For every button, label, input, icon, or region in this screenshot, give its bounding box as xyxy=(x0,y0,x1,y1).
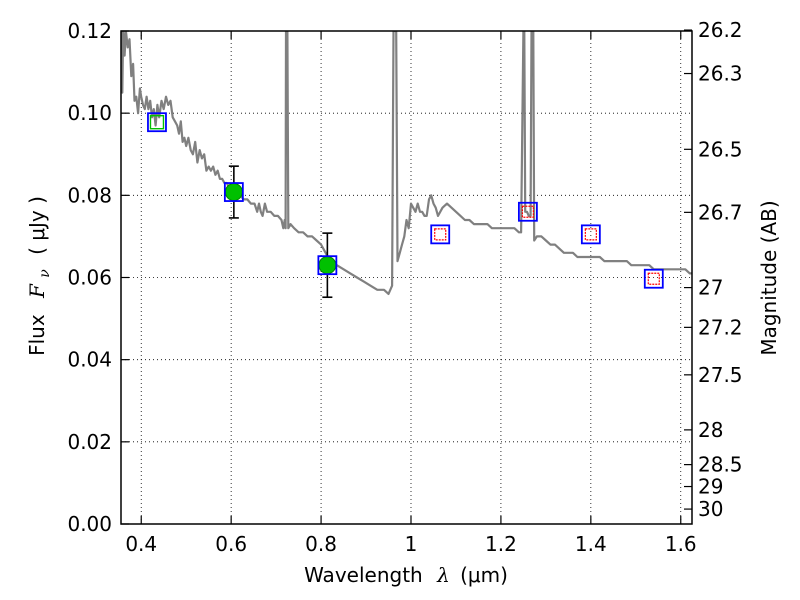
model-inner-square xyxy=(434,228,447,241)
model-flux-square xyxy=(580,224,601,245)
y-tick-label: 0.06 xyxy=(67,266,112,290)
y-tick-label: 0.12 xyxy=(67,19,112,43)
x-axis-ticks: 0.4 0.6 0.8 1 1.2 1.4 1.6 xyxy=(125,31,697,556)
x-axis-label-text: Wavelength xyxy=(304,563,423,587)
y2-tick-label: 27 xyxy=(698,276,723,300)
y2-tick-label: 27.2 xyxy=(698,315,743,339)
x-axis-label-symbol: λ xyxy=(436,563,450,587)
photometry-inner-square xyxy=(149,115,165,130)
model-flux-square xyxy=(147,112,167,133)
x-axis-label: Wavelength λ (μm) xyxy=(304,563,508,587)
model-inner-square xyxy=(584,228,597,241)
y2-tick-label: 26.5 xyxy=(698,137,743,161)
model-spectrum xyxy=(121,31,692,295)
y-axis-label-unit: ( μJy ) xyxy=(25,196,49,255)
x-tick-label: 1.4 xyxy=(575,532,607,556)
model-sed-line xyxy=(121,31,692,295)
x-axis-label-unit: (μm) xyxy=(460,563,508,587)
x-tick-label: 1 xyxy=(405,532,418,556)
model-flux-square xyxy=(317,255,338,276)
y2-tick-label: 26.2 xyxy=(698,18,743,42)
y2-tick-label: 26.3 xyxy=(698,62,743,86)
model-inner-square xyxy=(521,205,534,218)
model-flux-square xyxy=(643,268,664,289)
y2-tick-label: 28 xyxy=(698,418,723,442)
model-inner-square xyxy=(647,272,660,285)
y2-tick-label: 28.5 xyxy=(698,453,743,477)
photometry-points xyxy=(147,112,664,299)
y-tick-label: 0.00 xyxy=(67,512,112,536)
x-tick-label: 0.6 xyxy=(215,532,247,556)
detected-flux-point xyxy=(318,256,337,275)
y-tick-label: 0.10 xyxy=(67,101,112,125)
x-tick-label: 0.4 xyxy=(125,532,157,556)
y-tick-label: 0.02 xyxy=(67,430,112,454)
plot-frame xyxy=(120,30,693,525)
detected-flux-point xyxy=(224,183,243,202)
y2-tick-label: 27.5 xyxy=(698,363,743,387)
y2-tick-label: 30 xyxy=(698,497,723,521)
y-axis-label-subscript: ν xyxy=(37,269,53,278)
model-flux-square xyxy=(223,182,244,202)
y-axis-label-text: Flux xyxy=(25,314,49,356)
y2-axis-label: Magnitude (AB) xyxy=(757,200,781,355)
x-tick-label: 1.6 xyxy=(665,532,697,556)
y-tick-label: 0.08 xyxy=(67,183,112,207)
grid xyxy=(121,30,692,525)
y-tick-label: 0.04 xyxy=(67,348,112,372)
y-axis-ticks: 0.00 0.02 0.04 0.06 0.08 0.10 0.12 xyxy=(67,19,129,536)
model-flux-square xyxy=(517,201,538,222)
y-axis-label: Flux F ν ( μJy ) xyxy=(25,196,54,356)
y-axis-label-symbol: F xyxy=(25,283,49,299)
model-flux-square xyxy=(430,224,451,245)
y2-tick-label: 26.7 xyxy=(698,200,743,224)
x-tick-label: 1.2 xyxy=(485,532,517,556)
x-tick-label: 0.8 xyxy=(305,532,337,556)
y2-tick-label: 29 xyxy=(698,475,723,499)
